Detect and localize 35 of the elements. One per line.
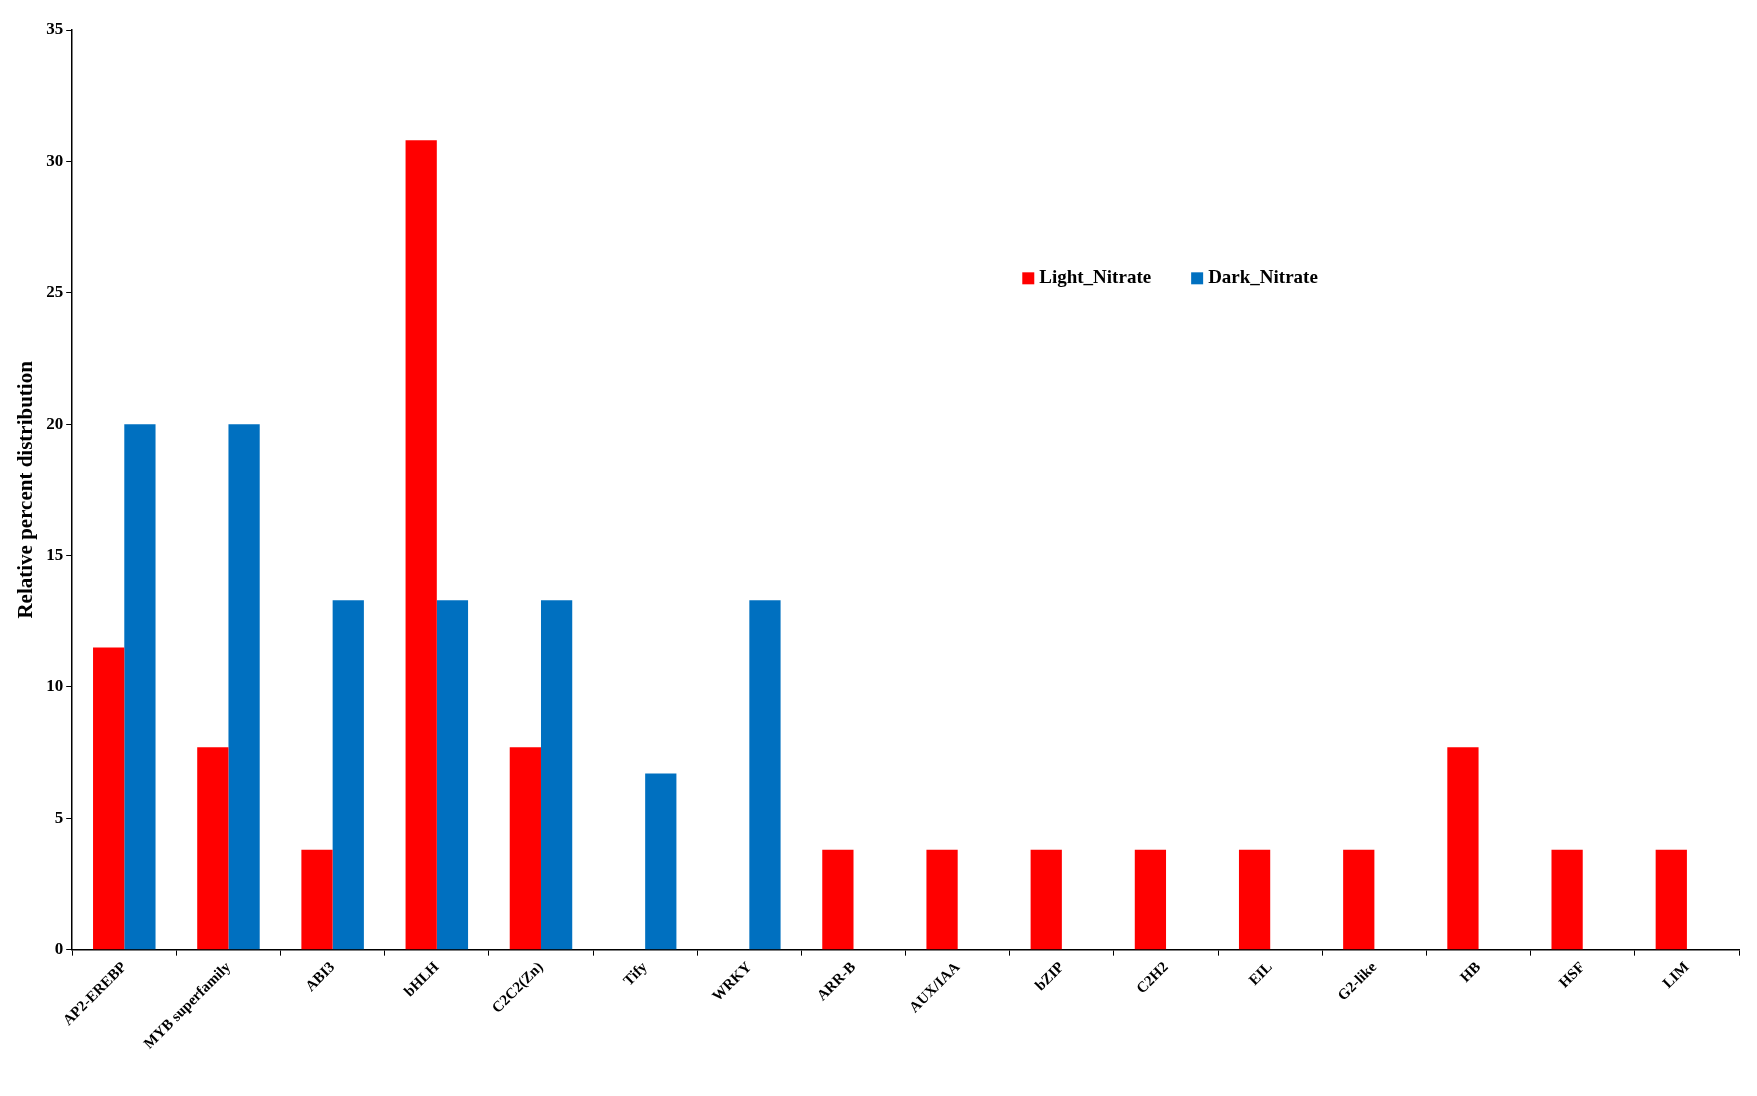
y-tick-label: 15 xyxy=(46,544,64,564)
bar xyxy=(93,647,125,950)
y-tick-label: 10 xyxy=(46,676,64,696)
bar xyxy=(301,849,333,950)
bar xyxy=(1134,849,1167,950)
y-axis-title: Relative percent distribution xyxy=(13,360,38,619)
bar xyxy=(926,849,958,950)
bar xyxy=(749,600,781,950)
bar xyxy=(645,773,677,950)
bar xyxy=(405,140,437,950)
y-tick-label: 20 xyxy=(46,413,64,433)
bar xyxy=(540,600,573,950)
y-tick-label: 5 xyxy=(54,807,64,827)
bar xyxy=(1447,747,1479,950)
bar xyxy=(1238,849,1271,950)
legend-label: Light_Nitrate xyxy=(1039,266,1152,288)
bar xyxy=(197,747,229,950)
y-tick-label: 35 xyxy=(46,19,64,39)
y-tick-label: 30 xyxy=(46,150,64,170)
bar xyxy=(1551,849,1583,950)
bar xyxy=(1030,849,1062,950)
bar xyxy=(1343,849,1375,950)
bar xyxy=(509,747,541,950)
x-tick-label: HB xyxy=(1456,958,1484,986)
bar xyxy=(436,600,469,950)
y-tick-label: 25 xyxy=(46,282,64,302)
x-tick-label: Tify xyxy=(620,958,651,989)
bar xyxy=(228,424,260,950)
bar xyxy=(124,424,156,950)
legend-label: Dark_Nitrate xyxy=(1208,266,1318,288)
bar xyxy=(822,849,854,950)
bar xyxy=(1655,849,1687,950)
y-tick-label: 0 xyxy=(54,939,64,959)
bar xyxy=(332,600,364,950)
x-tick-label: EIL xyxy=(1245,958,1276,989)
